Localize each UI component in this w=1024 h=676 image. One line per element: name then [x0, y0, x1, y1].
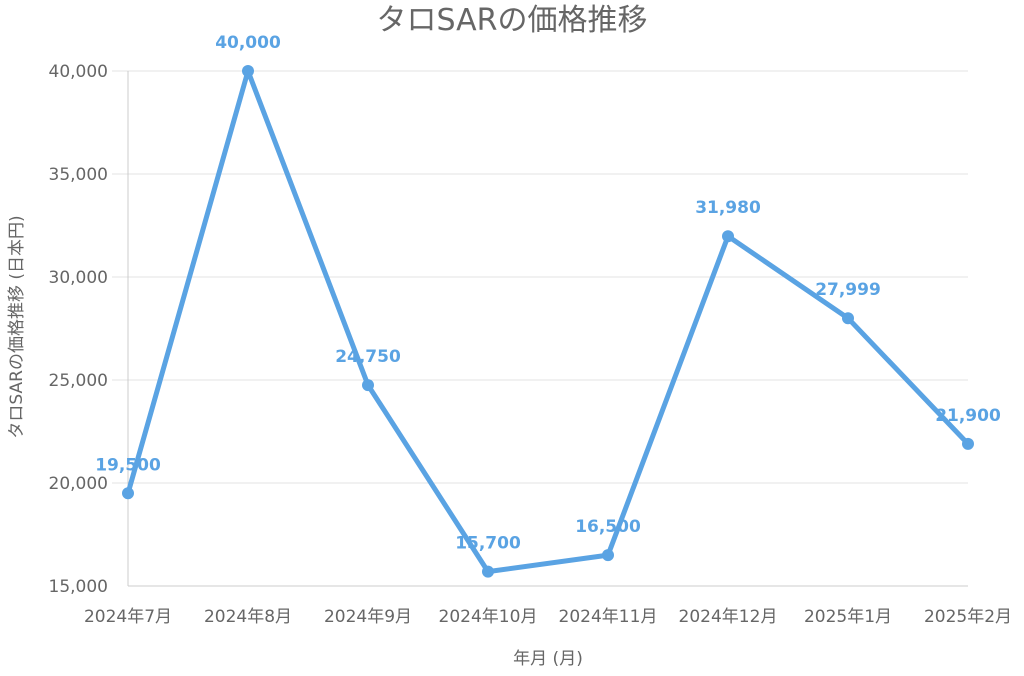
y-axis-title: タロSARの価格推移 (日本円) [7, 215, 27, 438]
data-label: 24,750 [335, 347, 401, 367]
data-point [722, 230, 734, 243]
x-tick-label: 2025年2月 [924, 607, 1012, 627]
data-labels: 19,500 40,000 24,750 15,700 16,500 31,980 27,9… [95, 33, 1001, 554]
y-tick-label: 30,000 [49, 268, 108, 288]
x-tick-label: 2024年9月 [324, 607, 412, 627]
data-points [122, 65, 974, 578]
data-label: 40,000 [215, 33, 281, 53]
chart-title: タロSARの価格推移 [377, 3, 648, 38]
x-axis-title: 年月 (月) [513, 649, 583, 669]
data-label: 27,999 [815, 280, 881, 300]
data-label: 16,500 [575, 517, 641, 537]
y-tick-label: 25,000 [49, 371, 108, 391]
grid-lines [112, 70, 968, 586]
x-tick-label: 2024年7月 [84, 607, 172, 627]
data-point [242, 65, 254, 77]
data-point [362, 379, 374, 392]
x-tick-label: 2024年8月 [204, 607, 292, 627]
data-label: 31,980 [695, 198, 761, 218]
y-axis-ticks: 15,000 20,000 25,000 30,000 35,000 40,000 [49, 62, 108, 597]
data-label: 15,700 [455, 534, 521, 554]
data-label: 21,900 [935, 406, 1001, 426]
series-line [125, 68, 971, 575]
data-label: 19,500 [95, 455, 161, 475]
x-tick-label: 2024年12月 [679, 607, 778, 627]
x-tick-label: 2024年10月 [439, 607, 538, 627]
data-point [962, 437, 974, 450]
x-tick-label: 2025年1月 [804, 607, 892, 627]
y-tick-label: 35,000 [49, 165, 108, 185]
data-point [122, 487, 134, 500]
x-axis-ticks: 2024年7月 2024年8月 2024年9月 2024年10月 2024年11月 202… [84, 607, 1012, 627]
y-tick-label: 40,000 [49, 62, 108, 82]
data-point [482, 565, 494, 578]
data-point [842, 312, 854, 325]
y-tick-label: 15,000 [49, 577, 108, 597]
x-tick-label: 2024年11月 [559, 607, 658, 627]
data-point [602, 549, 614, 562]
y-tick-label: 20,000 [49, 474, 108, 494]
